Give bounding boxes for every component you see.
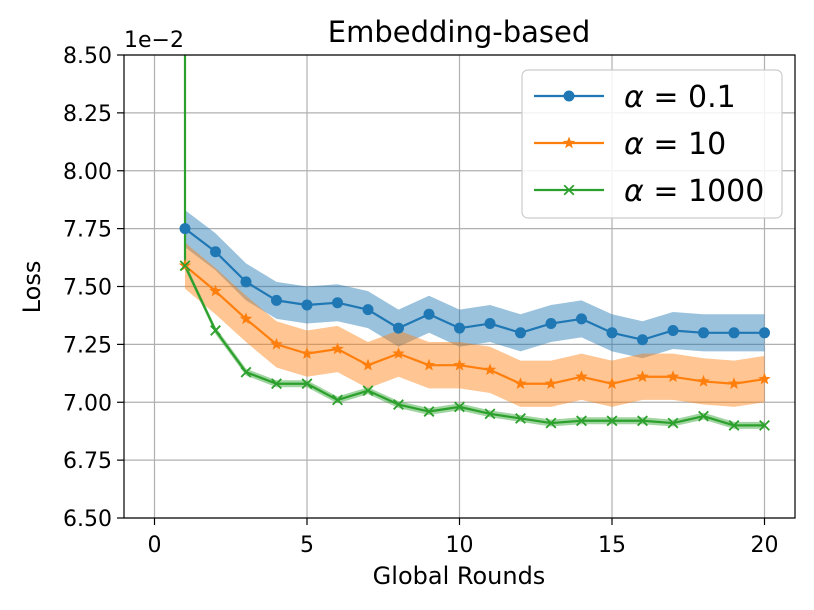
data-point xyxy=(544,377,558,389)
data-point xyxy=(759,419,770,431)
offset-label: 1e−2 xyxy=(124,28,184,53)
y-tick-label: 6.50 xyxy=(63,507,112,532)
x-tick-label: 0 xyxy=(148,533,162,558)
series-line-1 xyxy=(184,264,765,385)
data-point xyxy=(576,313,587,325)
data-point xyxy=(575,370,588,383)
x-tick-label: 10 xyxy=(446,533,474,558)
data-point xyxy=(179,223,191,235)
data-point xyxy=(332,297,343,309)
data-point xyxy=(576,415,587,427)
legend-marker xyxy=(563,90,575,102)
legend-alpha-value: = 10 xyxy=(653,127,726,162)
data-point xyxy=(300,347,314,359)
data-point xyxy=(239,312,253,325)
legend-alpha-value: = 0.1 xyxy=(653,80,735,115)
legend-alpha-value: = 1000 xyxy=(653,174,764,209)
data-point xyxy=(332,394,343,406)
data-point xyxy=(301,378,313,390)
legend-box xyxy=(521,69,783,219)
chart-title: Embedding-based xyxy=(328,15,591,49)
x-tick-label: 5 xyxy=(300,533,314,558)
data-point xyxy=(728,327,740,339)
y-tick-label: 7.50 xyxy=(63,276,112,301)
x-axis-label: Global Rounds xyxy=(373,562,546,590)
data-point xyxy=(179,260,191,272)
series-markers xyxy=(178,223,771,431)
data-point xyxy=(545,417,557,429)
series-line-2 xyxy=(184,265,765,427)
error-band-1 xyxy=(185,242,765,407)
y-tick-label: 6.75 xyxy=(63,449,112,474)
data-point xyxy=(423,406,435,417)
legend-marker xyxy=(562,136,576,149)
data-point xyxy=(698,410,709,422)
data-point xyxy=(210,246,221,258)
x-tick-label: 15 xyxy=(598,533,626,558)
data-point xyxy=(362,385,374,397)
y-tick-label: 8.00 xyxy=(63,160,112,185)
data-point xyxy=(271,378,282,390)
data-point xyxy=(240,366,252,378)
legend-marker xyxy=(563,184,575,196)
data-point xyxy=(636,370,649,383)
data-point xyxy=(270,337,283,350)
data-point xyxy=(759,327,770,339)
data-point xyxy=(758,372,771,385)
data-point xyxy=(484,318,496,330)
y-tick-label: 8.25 xyxy=(63,102,112,127)
data-point xyxy=(728,419,740,431)
data-point xyxy=(422,358,436,371)
data-point xyxy=(637,415,648,427)
data-point xyxy=(666,370,680,383)
data-point xyxy=(667,324,679,336)
data-point xyxy=(392,347,405,359)
data-point xyxy=(301,299,313,311)
data-point xyxy=(606,327,618,339)
data-point xyxy=(667,417,679,429)
data-point xyxy=(393,399,404,411)
data-point xyxy=(697,374,710,387)
data-point xyxy=(393,322,404,334)
data-point xyxy=(423,308,435,320)
legend-label: α = 1000 xyxy=(624,174,764,209)
data-point xyxy=(698,327,709,339)
data-point xyxy=(484,408,496,420)
data-point xyxy=(209,284,222,297)
error-bands xyxy=(185,210,765,429)
data-point xyxy=(483,363,497,376)
legend: α = 0.1α = 10α = 1000 xyxy=(521,69,783,219)
y-tick-label: 7.75 xyxy=(63,218,112,243)
data-point xyxy=(271,294,282,306)
data-point xyxy=(637,334,648,346)
data-point xyxy=(362,304,374,316)
data-point xyxy=(210,325,221,336)
data-point xyxy=(454,322,465,334)
error-band-0 xyxy=(185,210,765,359)
data-point xyxy=(515,327,526,339)
data-point xyxy=(606,415,618,427)
legend-label: α = 10 xyxy=(624,127,726,162)
legend-alpha-symbol: α xyxy=(624,174,653,209)
data-point xyxy=(727,377,741,389)
y-axis-label: Loss xyxy=(18,261,46,314)
y-tick-label: 7.25 xyxy=(63,333,112,358)
x-tick-label: 20 xyxy=(751,533,779,558)
legend-label: α = 0.1 xyxy=(624,80,736,115)
data-point xyxy=(240,276,252,288)
data-point xyxy=(605,377,619,389)
legend-alpha-symbol: α xyxy=(624,80,653,115)
data-point xyxy=(331,342,344,355)
data-point xyxy=(361,358,375,371)
y-tick-label: 8.50 xyxy=(63,44,112,69)
data-point xyxy=(515,413,526,424)
legend-alpha-symbol: α xyxy=(624,127,653,162)
data-point xyxy=(454,401,465,413)
data-point xyxy=(545,318,557,330)
ticks: 0 5 10 15 20 6.50 6.75 7.00 7.25 7.50 7.75 8.00 8.25… xyxy=(63,44,778,558)
data-point xyxy=(453,358,466,371)
data-point xyxy=(514,377,527,389)
y-tick-label: 7.00 xyxy=(63,391,112,416)
